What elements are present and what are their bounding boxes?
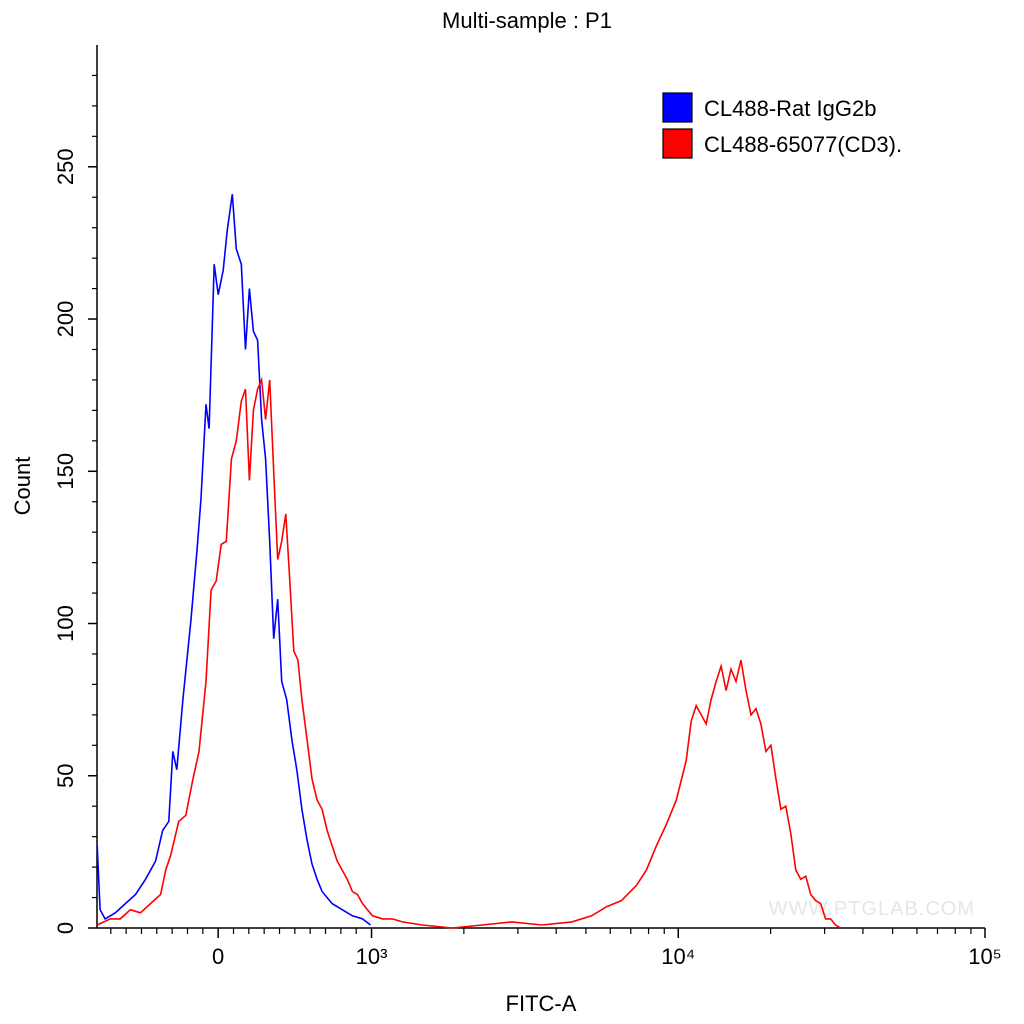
- x-tick-label: 10⁵: [968, 944, 1002, 969]
- legend-label: CL488-Rat IgG2b: [704, 96, 876, 121]
- x-axis-label: FITC-A: [506, 991, 577, 1016]
- x-tick-label: 0: [212, 944, 224, 969]
- chart-title: Multi-sample : P1: [442, 8, 612, 33]
- series-line: [96, 376, 842, 929]
- y-tick-label: 250: [53, 148, 78, 185]
- y-tick-label: 0: [53, 922, 78, 934]
- legend-swatch: [662, 92, 693, 123]
- y-tick-label: 200: [53, 301, 78, 338]
- y-tick-label: 100: [53, 605, 78, 642]
- y-tick-label: 50: [53, 764, 78, 788]
- legend-swatch: [662, 128, 693, 159]
- x-tick-label: 10⁴: [661, 944, 695, 969]
- legend-label: CL488-65077(CD3).: [704, 132, 902, 157]
- series-line: [96, 194, 371, 926]
- watermark: WWW.PTGLAB.COM: [769, 898, 975, 920]
- x-tick-label: 10³: [356, 944, 388, 969]
- y-axis-label: Count: [10, 457, 35, 516]
- y-tick-label: 150: [53, 453, 78, 490]
